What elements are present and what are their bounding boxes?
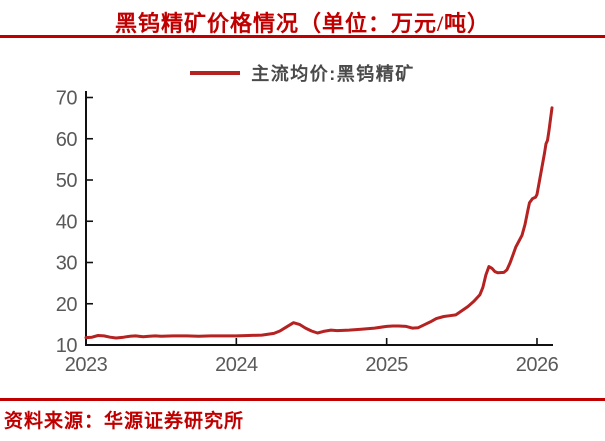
legend-line-swatch	[190, 71, 241, 75]
y-tick-label: 40	[56, 211, 78, 233]
source-note: 资料来源：华源证券研究所	[4, 411, 245, 432]
y-tick-label: 50	[56, 170, 78, 192]
page-title: 黑钨精矿价格情况（单位：万元/吨）	[114, 11, 491, 36]
legend-label: 主流均价:黑钨精矿	[251, 64, 415, 84]
y-tick-label: 20	[56, 294, 78, 316]
x-tick-label: 2026	[516, 354, 559, 376]
y-tick-label: 10	[56, 335, 78, 357]
x-tick-label: 2024	[215, 354, 258, 376]
x-tick-label: 2023	[65, 354, 108, 376]
series-line-tungsten-price	[84, 106, 554, 340]
chart-legend: 主流均价:黑钨精矿	[0, 62, 605, 84]
footer-divider	[0, 398, 605, 401]
y-tick-label: 30	[56, 253, 78, 275]
axis-spine	[85, 91, 553, 346]
y-tick-label: 70	[56, 88, 78, 110]
y-tick-label: 60	[56, 129, 78, 151]
title-divider	[0, 35, 605, 38]
x-tick-label: 2025	[365, 354, 408, 376]
